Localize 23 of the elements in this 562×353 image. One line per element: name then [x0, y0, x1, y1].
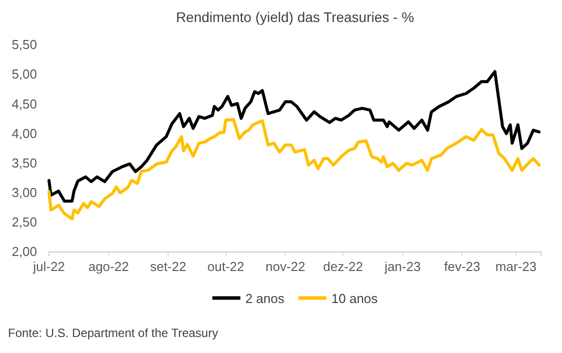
x-tick-label: nov-22 — [266, 259, 306, 274]
x-tick-label: dez-22 — [323, 259, 363, 274]
y-tick-label: 3,50 — [12, 155, 37, 170]
line-series — [48, 118, 541, 220]
x-tick-label: set-22 — [150, 259, 186, 274]
y-tick-label: 4,50 — [12, 96, 37, 112]
source-note: Fonte: U.S. Department of the Treasury — [8, 326, 218, 340]
x-tick-label: jan-23 — [384, 259, 421, 274]
y-tick-label: 2,00 — [12, 244, 37, 260]
x-tick-label: mar-23 — [495, 259, 537, 274]
legend-label: 10 anos — [331, 291, 378, 306]
legend-label: 2 anos — [245, 291, 285, 306]
x-tick-label: jul-22 — [32, 259, 65, 274]
y-tick-label: 4,00 — [12, 126, 37, 141]
chart-title: Rendimento (yield) das Treasuries - % — [176, 9, 414, 25]
y-tick-label: 3,00 — [12, 185, 37, 200]
x-tick-label: out-22 — [207, 259, 244, 274]
y-tick-label: 2,50 — [12, 214, 37, 230]
x-tick-label: fev-23 — [444, 259, 480, 274]
x-tick-label: ago-22 — [88, 259, 129, 274]
y-tick-label: 5,00 — [12, 66, 37, 82]
line-series — [48, 70, 541, 203]
y-tick-label: 5,50 — [12, 37, 37, 52]
